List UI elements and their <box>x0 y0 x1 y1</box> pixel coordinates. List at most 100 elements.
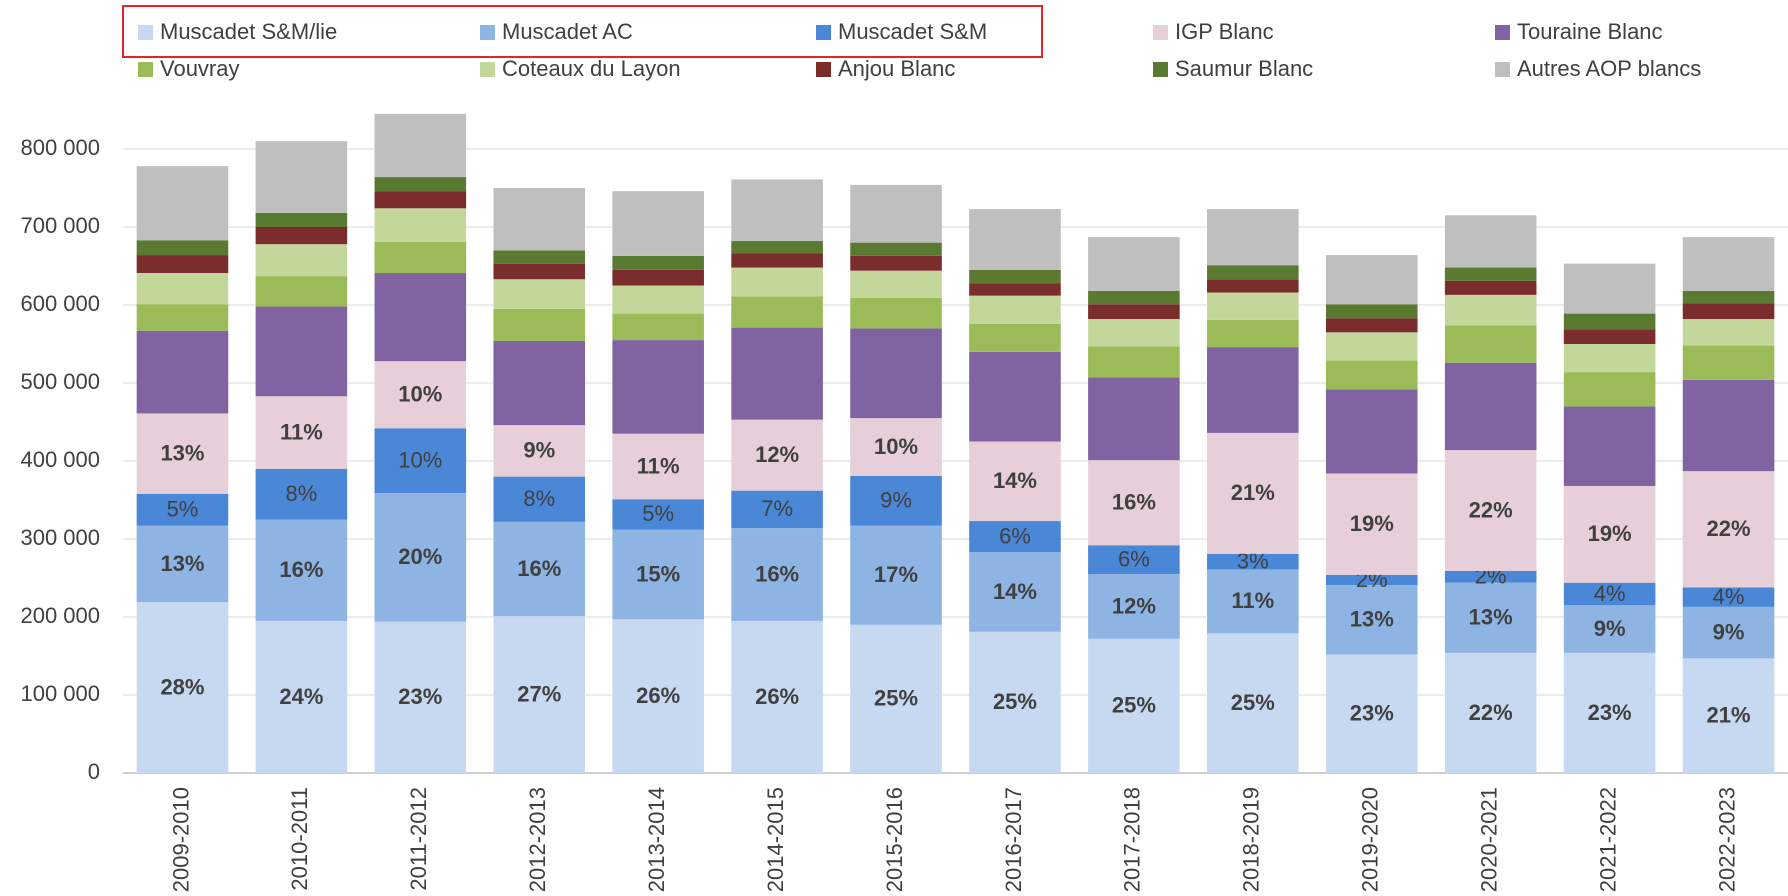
x-tick-label: 2009-2010 <box>168 787 193 892</box>
bar-segment <box>1207 319 1299 348</box>
bar-segment <box>1682 290 1775 304</box>
bar-segment <box>1682 587 1775 607</box>
bar-segment <box>612 619 704 773</box>
data-label: 12% <box>755 442 799 467</box>
data-label: 10% <box>398 382 442 407</box>
bar-segment <box>1207 279 1299 293</box>
bar-segment <box>374 241 467 274</box>
bar-segment <box>731 179 823 242</box>
bar-segment <box>1207 265 1299 280</box>
bar-segment <box>493 476 586 522</box>
bar-segment <box>1325 654 1418 773</box>
bar-segment <box>493 250 586 264</box>
bar-segment <box>731 528 823 621</box>
data-label: 26% <box>755 684 799 709</box>
y-tick-label: 600 000 <box>20 291 100 316</box>
bar-segment <box>1444 294 1537 326</box>
bar-segment <box>1444 280 1537 295</box>
data-label: 21% <box>1707 702 1751 727</box>
x-tick-label: 2022-2023 <box>1714 787 1739 892</box>
y-tick-label: 300 000 <box>20 525 100 550</box>
bar-segment <box>731 327 823 420</box>
bar-segment <box>612 499 704 530</box>
bar-segment <box>136 602 229 773</box>
bar-segment <box>1207 553 1299 570</box>
data-label: 13% <box>1350 607 1394 632</box>
bar-segment <box>1088 460 1180 546</box>
bar-segment <box>255 306 348 397</box>
bar-segment <box>969 631 1061 773</box>
bar-segment <box>612 255 704 270</box>
bar-segment <box>1325 360 1418 390</box>
bar-segment <box>1088 319 1180 347</box>
legend-swatch <box>480 62 495 77</box>
bar-segment <box>374 621 467 773</box>
bar-segment <box>969 283 1061 296</box>
legend-label: Vouvray <box>160 56 240 81</box>
data-label: 20% <box>398 544 442 569</box>
legend-swatch <box>138 25 153 40</box>
legend-highlight <box>122 5 1043 58</box>
data-label: 8% <box>285 481 317 506</box>
legend-swatch <box>138 62 153 77</box>
bar-segment <box>136 330 229 414</box>
bar-segment <box>1444 450 1537 571</box>
legend-swatch <box>816 25 831 40</box>
bar-segment <box>493 616 586 773</box>
x-tick-label: 2014-2015 <box>763 787 788 892</box>
data-label: 14% <box>993 579 1037 604</box>
bar-segment <box>850 270 942 298</box>
bar-segment <box>1682 303 1775 320</box>
bar-segment <box>374 361 467 429</box>
data-label: 4% <box>1713 584 1745 609</box>
bar-segment <box>969 295 1061 324</box>
bar-segment <box>850 525 942 625</box>
data-label: 25% <box>993 689 1037 714</box>
bar-segment <box>731 620 823 773</box>
bar-segment <box>1444 362 1537 451</box>
bar-segment <box>374 208 467 242</box>
bar-segment <box>850 475 942 526</box>
bar-segment <box>255 227 348 245</box>
bar-segment <box>255 620 348 773</box>
bar-segment <box>374 428 467 493</box>
bar-segment <box>374 113 467 178</box>
bar-segment <box>1207 292 1299 320</box>
data-label: 23% <box>1350 701 1394 726</box>
bar-segment <box>1563 582 1656 606</box>
bar-segment <box>969 351 1061 442</box>
bar-segment <box>1207 347 1299 433</box>
bar-segment <box>374 191 467 209</box>
bar-segment <box>1563 605 1656 653</box>
data-label: 26% <box>636 683 680 708</box>
data-label: 23% <box>1588 700 1632 725</box>
bar-segment <box>612 285 704 314</box>
bar-segment <box>850 297 942 329</box>
bar-segment <box>1682 471 1775 588</box>
bar-segment <box>850 184 942 243</box>
x-tick-label: 2018-2019 <box>1239 787 1264 892</box>
data-label: 13% <box>160 551 204 576</box>
legend-swatch <box>480 25 495 40</box>
bar-segment <box>255 141 348 213</box>
bar-segment <box>493 340 586 426</box>
bar-segment <box>612 340 704 434</box>
legend-label: Anjou Blanc <box>838 56 955 81</box>
legend-label: Muscadet S&M/lie <box>160 19 337 44</box>
x-tick-label: 2012-2013 <box>525 787 550 892</box>
bar-segment <box>1563 485 1656 583</box>
data-label: 5% <box>167 497 199 522</box>
bar-segment <box>612 269 704 286</box>
bar-segment <box>1207 209 1299 266</box>
bar-segment <box>255 244 348 277</box>
bar-segment <box>1444 215 1537 268</box>
bar-segment <box>731 253 823 268</box>
bar-segment <box>1444 267 1537 281</box>
data-label: 13% <box>1469 605 1513 630</box>
data-label: 9% <box>1594 616 1626 641</box>
data-label: 16% <box>755 561 799 586</box>
bar-segment <box>1088 545 1180 575</box>
bar-segment <box>136 525 229 603</box>
legend-label: Autres AOP blancs <box>1517 56 1701 81</box>
